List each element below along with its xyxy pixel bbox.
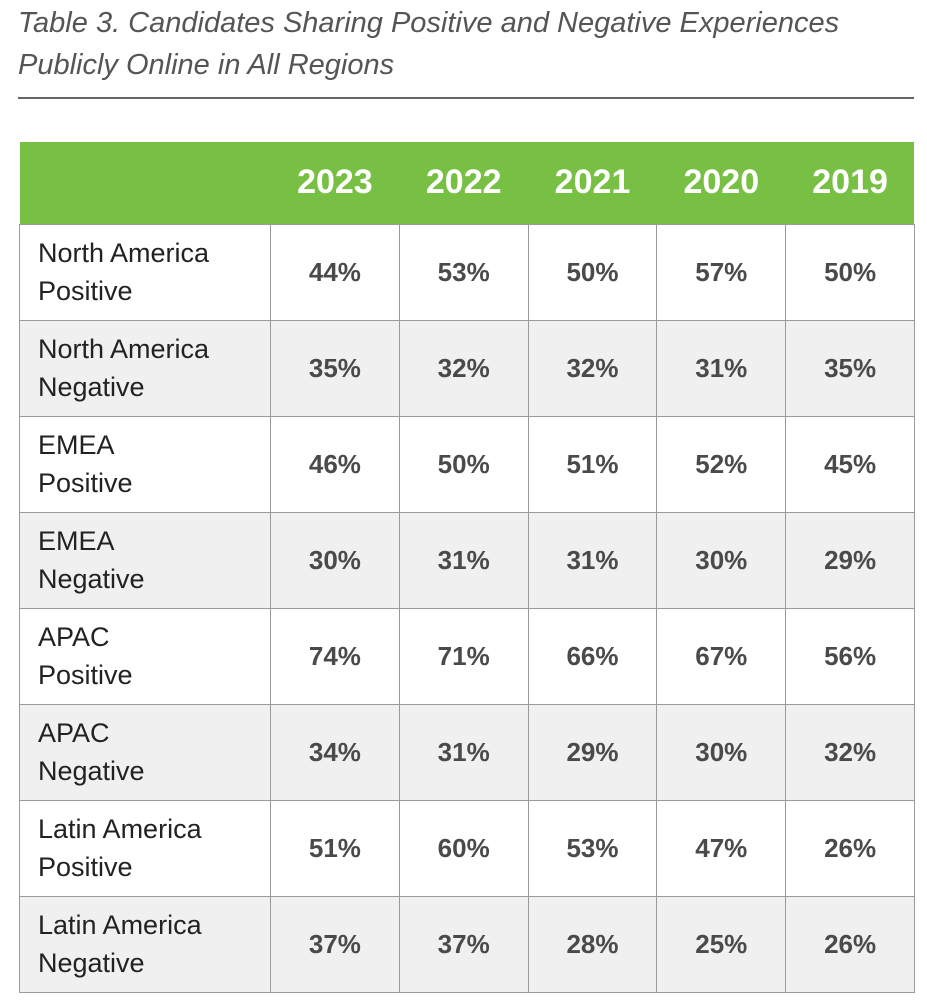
table-row: Latin America Negative 37% 37% 28% 25% 2… [19,895,915,993]
table-cell: 45% [785,415,915,513]
table-cell: 31% [398,703,529,801]
table-cell: 34% [270,703,400,801]
row-label: Latin America Positive [19,799,271,897]
row-type: Negative [38,564,145,594]
table-cell: 26% [785,895,915,993]
row-type: Positive [38,660,133,690]
table-cell: 50% [398,415,529,513]
table-cell: 31% [398,511,529,609]
table-cell: 52% [656,415,787,513]
table-cell: 50% [785,223,915,321]
table-cell: 32% [398,319,529,417]
table-cell: 32% [527,319,658,417]
table-cell: 35% [270,319,400,417]
table-cell: 60% [398,799,529,897]
table-cell: 35% [785,319,915,417]
regions-table: 2023 2022 2021 2020 2019 North America P… [19,142,915,993]
row-region: North America [38,334,210,364]
caption-divider [18,97,914,99]
table-cell: 31% [656,319,787,417]
row-label: North America Negative [19,319,271,417]
table-cell: 28% [527,895,658,993]
row-region: APAC [38,622,110,652]
table-row: North America Negative 35% 32% 32% 31% 3… [19,319,915,417]
row-label: Latin America Negative [19,895,271,993]
row-type: Positive [38,276,133,306]
table-cell: 66% [527,607,658,705]
row-label: EMEA Negative [19,511,271,609]
table-cell: 26% [785,799,915,897]
row-type: Negative [38,756,145,786]
table-cell: 30% [270,511,400,609]
table-cell: 57% [656,223,787,321]
table-cell: 30% [656,511,787,609]
table-cell: 25% [656,895,787,993]
table-cell: 46% [270,415,400,513]
row-region: APAC [38,718,110,748]
table-row: Latin America Positive 51% 60% 53% 47% 2… [19,799,915,897]
row-type: Positive [38,468,133,498]
table-row: APAC Negative 34% 31% 29% 30% 32% [19,703,915,801]
table-cell: 67% [656,607,787,705]
table-cell: 29% [527,703,658,801]
table-row: EMEA Negative 30% 31% 31% 30% 29% [19,511,915,609]
table-cell: 51% [527,415,658,513]
header-year: 2023 [297,163,373,202]
table-cell: 56% [785,607,915,705]
table-cell: 37% [270,895,400,993]
table-cell: 74% [270,607,400,705]
row-type: Negative [38,948,145,978]
row-label: EMEA Positive [19,415,271,513]
table-cell: 53% [527,799,658,897]
table-cell: 47% [656,799,787,897]
row-label: APAC Negative [19,703,271,801]
caption-line-1: Table 3. Candidates Sharing Positive and… [18,7,840,39]
header-year: 2020 [683,163,760,202]
caption-line-2: Publicly Online in All Regions [18,49,395,81]
table-cell: 51% [270,799,400,897]
table-cell: 50% [527,223,658,321]
row-label: North America Positive [19,223,271,321]
table-row: EMEA Positive 46% 50% 51% 52% 45% [19,415,915,513]
row-region: EMEA [38,430,115,460]
header-year: 2019 [812,163,888,202]
table-cell: 71% [398,607,529,705]
row-region: North America [38,238,210,268]
row-region: Latin America [38,910,202,940]
table-cell: 53% [398,223,529,321]
table-row: North America Positive 44% 53% 50% 57% 5… [19,223,915,321]
table-cell: 37% [398,895,529,993]
row-type: Positive [38,852,133,882]
header-empty-cell [20,142,271,224]
header-year: 2022 [425,163,502,202]
table-cell: 31% [527,511,658,609]
header-year: 2021 [554,163,631,202]
table-cell: 32% [785,703,915,801]
table-cell: 30% [656,703,787,801]
table-cell: 44% [270,223,400,321]
header-row: 2023 2022 2021 2020 2019 [19,142,915,224]
row-type: Negative [38,372,145,402]
row-region: Latin America [38,814,202,844]
table-caption: Table 3. Candidates Sharing Positive and… [18,2,898,86]
row-region: EMEA [38,526,115,556]
table-cell: 29% [785,511,915,609]
table-row: APAC Positive 74% 71% 66% 67% 56% [19,607,915,705]
row-label: APAC Positive [19,607,271,705]
